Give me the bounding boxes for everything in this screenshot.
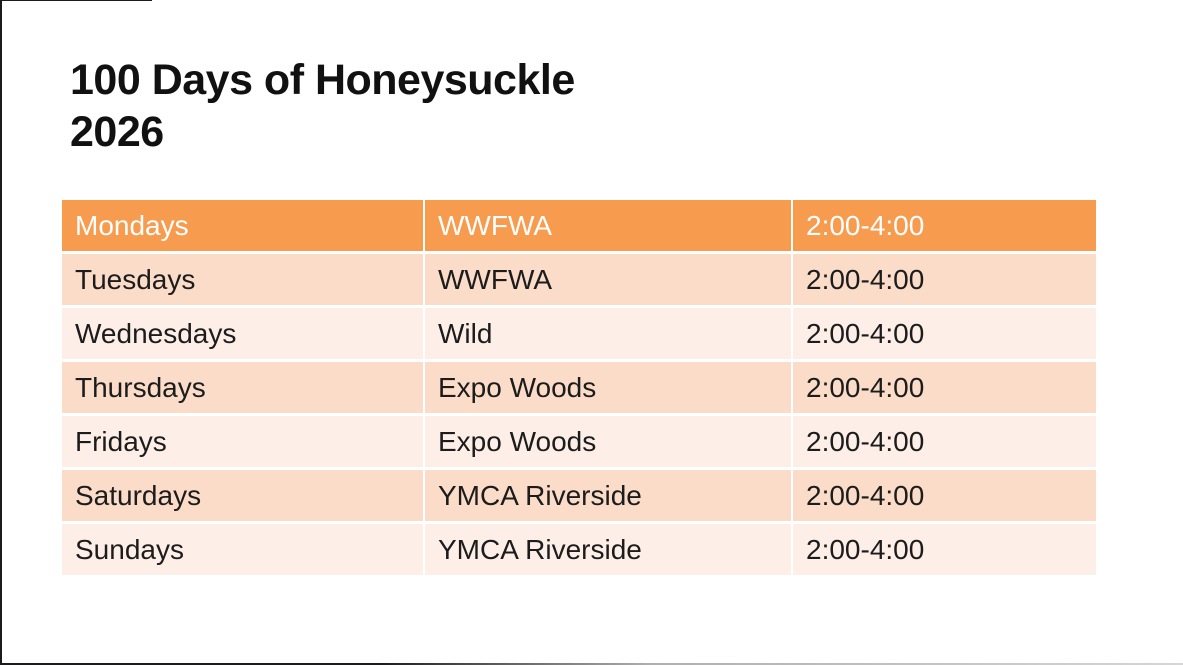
cell-day: Saturdays (62, 470, 423, 521)
cell-day: Fridays (62, 416, 423, 467)
table-row-saturdays: Saturdays YMCA Riverside 2:00-4:00 (62, 470, 1096, 521)
table-row-thursdays: Thursdays Expo Woods 2:00-4:00 (62, 362, 1096, 413)
table-row-fridays: Fridays Expo Woods 2:00-4:00 (62, 416, 1096, 467)
cell-time: 2:00-4:00 (793, 308, 1096, 359)
cell-day: Thursdays (62, 362, 423, 413)
cell-location: Expo Woods (425, 416, 791, 467)
cell-location: WWFWA (425, 254, 791, 305)
cell-day: Mondays (62, 200, 423, 251)
cell-day: Tuesdays (62, 254, 423, 305)
table-row-sundays: Sundays YMCA Riverside 2:00-4:00 (62, 524, 1096, 575)
cell-time: 2:00-4:00 (793, 416, 1096, 467)
cell-time: 2:00-4:00 (793, 200, 1096, 251)
cell-time: 2:00-4:00 (793, 470, 1096, 521)
page-top-border-line (0, 0, 152, 1)
table-row-tuesdays: Tuesdays WWFWA 2:00-4:00 (62, 254, 1096, 305)
cell-location: Expo Woods (425, 362, 791, 413)
table-row-wednesdays: Wednesdays Wild 2:00-4:00 (62, 308, 1096, 359)
page-title: 100 Days of Honeysuckle 2026 (70, 54, 575, 158)
cell-time: 2:00-4:00 (793, 362, 1096, 413)
cell-location: YMCA Riverside (425, 470, 791, 521)
page-title-line2: 2026 (70, 108, 164, 156)
cell-location: YMCA Riverside (425, 524, 791, 575)
cell-day: Sundays (62, 524, 423, 575)
cell-day: Wednesdays (62, 308, 423, 359)
schedule-table: Mondays WWFWA 2:00-4:00 Tuesdays WWFWA 2… (62, 200, 1096, 575)
cell-time: 2:00-4:00 (793, 254, 1096, 305)
page-title-line1: 100 Days of Honeysuckle (70, 56, 575, 104)
page-left-border-line (0, 0, 2, 665)
page-bottom-border-line (0, 663, 1183, 665)
table-row-mondays: Mondays WWFWA 2:00-4:00 (62, 200, 1096, 251)
cell-time: 2:00-4:00 (793, 524, 1096, 575)
cell-location: Wild (425, 308, 791, 359)
cell-location: WWFWA (425, 200, 791, 251)
